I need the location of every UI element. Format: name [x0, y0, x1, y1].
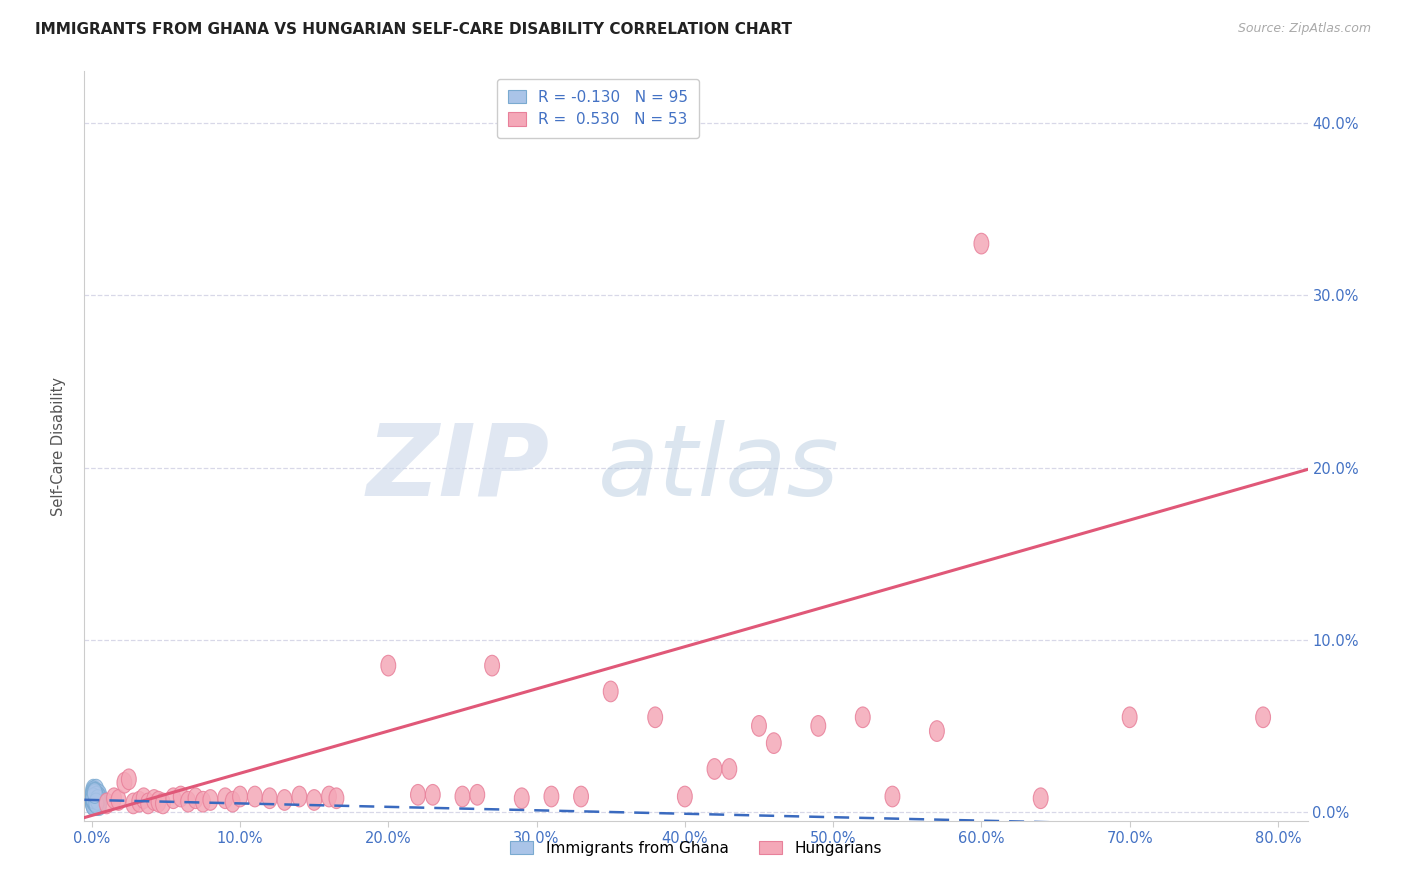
Text: Source: ZipAtlas.com: Source: ZipAtlas.com	[1237, 22, 1371, 36]
Y-axis label: Self-Care Disability: Self-Care Disability	[51, 376, 66, 516]
Legend: Immigrants from Ghana, Hungarians: Immigrants from Ghana, Hungarians	[505, 834, 887, 862]
Text: ZIP: ZIP	[366, 420, 550, 517]
Text: IMMIGRANTS FROM GHANA VS HUNGARIAN SELF-CARE DISABILITY CORRELATION CHART: IMMIGRANTS FROM GHANA VS HUNGARIAN SELF-…	[35, 22, 792, 37]
Text: atlas: atlas	[598, 420, 839, 517]
